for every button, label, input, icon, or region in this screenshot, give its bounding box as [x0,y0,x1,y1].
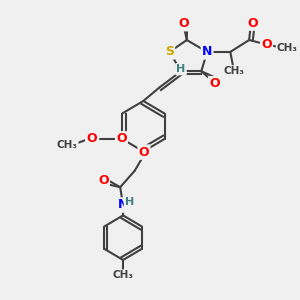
Text: O: O [247,16,258,30]
Text: N: N [202,45,212,58]
Text: O: O [261,38,272,51]
Text: CH₃: CH₃ [56,140,77,150]
Text: CH₃: CH₃ [223,66,244,76]
Text: O: O [178,17,189,30]
Text: CH₃: CH₃ [277,43,298,53]
Text: O: O [86,132,97,146]
Text: N: N [118,199,128,212]
Text: O: O [139,146,149,159]
Text: CH₃: CH₃ [112,270,134,280]
Text: O: O [116,132,127,146]
Text: H: H [176,64,186,74]
Text: S: S [165,45,174,58]
Text: H: H [125,197,134,207]
Text: O: O [209,77,220,90]
Text: O: O [98,174,109,187]
